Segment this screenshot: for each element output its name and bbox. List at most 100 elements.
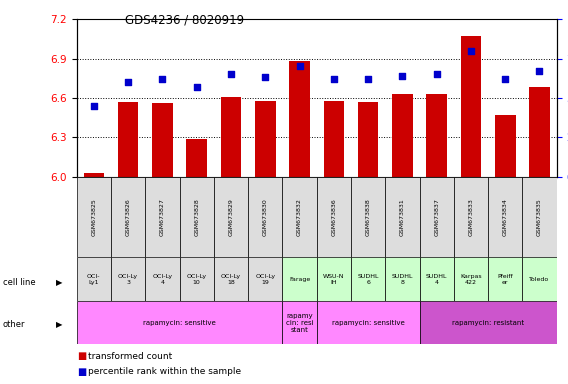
Text: OCI-Ly
18: OCI-Ly 18 bbox=[221, 274, 241, 285]
Bar bbox=[77, 301, 282, 344]
Bar bbox=[179, 177, 214, 257]
Bar bbox=[427, 94, 447, 177]
Text: other: other bbox=[3, 320, 26, 329]
Text: GSM673836: GSM673836 bbox=[331, 198, 336, 236]
Bar bbox=[495, 115, 516, 177]
Bar bbox=[282, 301, 317, 344]
Bar bbox=[248, 177, 282, 257]
Bar bbox=[186, 139, 207, 177]
Bar bbox=[220, 97, 241, 177]
Text: OCI-Ly
19: OCI-Ly 19 bbox=[255, 274, 275, 285]
Text: ▶: ▶ bbox=[56, 278, 62, 287]
Bar bbox=[179, 257, 214, 301]
Bar bbox=[351, 177, 385, 257]
Bar bbox=[248, 257, 282, 301]
Text: GSM673830: GSM673830 bbox=[263, 198, 268, 236]
Bar bbox=[145, 257, 179, 301]
Bar bbox=[317, 177, 351, 257]
Bar bbox=[420, 177, 454, 257]
Text: GSM673826: GSM673826 bbox=[126, 198, 131, 236]
Text: cell line: cell line bbox=[3, 278, 35, 287]
Bar bbox=[282, 257, 317, 301]
Text: GSM673829: GSM673829 bbox=[228, 198, 233, 236]
Text: rapamy
cin: resi
stant: rapamy cin: resi stant bbox=[286, 313, 314, 333]
Text: GSM673825: GSM673825 bbox=[91, 198, 97, 236]
Point bbox=[192, 84, 201, 90]
Bar bbox=[420, 257, 454, 301]
Point bbox=[158, 76, 167, 82]
Text: Karpas
422: Karpas 422 bbox=[460, 274, 482, 285]
Text: rapamycin: sensitive: rapamycin: sensitive bbox=[332, 319, 404, 326]
Text: OCI-Ly
3: OCI-Ly 3 bbox=[118, 274, 138, 285]
Text: SUDHL
4: SUDHL 4 bbox=[426, 274, 448, 285]
Bar bbox=[317, 301, 420, 344]
Bar bbox=[385, 257, 420, 301]
Bar bbox=[523, 177, 557, 257]
Bar bbox=[111, 177, 145, 257]
Point bbox=[398, 73, 407, 79]
Bar bbox=[420, 301, 557, 344]
Bar bbox=[77, 177, 111, 257]
Bar bbox=[317, 257, 351, 301]
Point bbox=[364, 76, 373, 82]
Text: GSM673827: GSM673827 bbox=[160, 198, 165, 236]
Bar bbox=[255, 101, 275, 177]
Point bbox=[535, 68, 544, 74]
Text: OCI-
Ly1: OCI- Ly1 bbox=[87, 274, 101, 285]
Text: SUDHL
8: SUDHL 8 bbox=[391, 274, 413, 285]
Text: percentile rank within the sample: percentile rank within the sample bbox=[88, 367, 241, 376]
Point bbox=[261, 74, 270, 81]
Text: ▶: ▶ bbox=[56, 320, 62, 329]
Text: GSM673834: GSM673834 bbox=[503, 198, 508, 236]
Text: GSM673835: GSM673835 bbox=[537, 198, 542, 236]
Text: Pfeiff
er: Pfeiff er bbox=[498, 274, 513, 285]
Bar bbox=[289, 61, 310, 177]
Bar bbox=[461, 36, 481, 177]
Text: rapamycin: sensitive: rapamycin: sensitive bbox=[143, 319, 216, 326]
Text: rapamycin: resistant: rapamycin: resistant bbox=[452, 319, 524, 326]
Text: Farage: Farage bbox=[289, 277, 310, 282]
Point bbox=[466, 48, 475, 54]
Point bbox=[124, 79, 133, 85]
Text: GSM673828: GSM673828 bbox=[194, 198, 199, 236]
Text: transformed count: transformed count bbox=[88, 352, 172, 361]
Bar bbox=[214, 177, 248, 257]
Bar bbox=[385, 177, 420, 257]
Point bbox=[227, 71, 236, 78]
Bar bbox=[358, 102, 378, 177]
Text: Toledo: Toledo bbox=[529, 277, 550, 282]
Text: GSM673838: GSM673838 bbox=[366, 198, 370, 236]
Point bbox=[432, 71, 441, 78]
Bar bbox=[488, 177, 523, 257]
Bar bbox=[282, 177, 317, 257]
Point bbox=[329, 76, 339, 82]
Text: GSM673832: GSM673832 bbox=[297, 198, 302, 236]
Bar bbox=[214, 257, 248, 301]
Bar bbox=[83, 173, 104, 177]
Bar bbox=[523, 257, 557, 301]
Text: ■: ■ bbox=[77, 367, 86, 377]
Bar bbox=[111, 257, 145, 301]
Bar bbox=[351, 257, 385, 301]
Text: GDS4236 / 8020919: GDS4236 / 8020919 bbox=[125, 13, 244, 26]
Text: OCI-Ly
10: OCI-Ly 10 bbox=[187, 274, 207, 285]
Bar bbox=[454, 257, 488, 301]
Bar bbox=[488, 257, 523, 301]
Text: WSU-N
IH: WSU-N IH bbox=[323, 274, 345, 285]
Bar bbox=[324, 101, 344, 177]
Bar bbox=[392, 94, 412, 177]
Bar bbox=[118, 102, 139, 177]
Text: OCI-Ly
4: OCI-Ly 4 bbox=[152, 274, 173, 285]
Point bbox=[89, 103, 98, 109]
Bar bbox=[454, 177, 488, 257]
Bar bbox=[145, 177, 179, 257]
Point bbox=[295, 63, 304, 70]
Bar bbox=[529, 88, 550, 177]
Text: GSM673831: GSM673831 bbox=[400, 198, 405, 236]
Bar bbox=[77, 257, 111, 301]
Text: SUDHL
6: SUDHL 6 bbox=[357, 274, 379, 285]
Bar bbox=[152, 103, 173, 177]
Point bbox=[500, 76, 509, 82]
Text: GSM673833: GSM673833 bbox=[469, 198, 474, 236]
Text: GSM673837: GSM673837 bbox=[434, 198, 439, 236]
